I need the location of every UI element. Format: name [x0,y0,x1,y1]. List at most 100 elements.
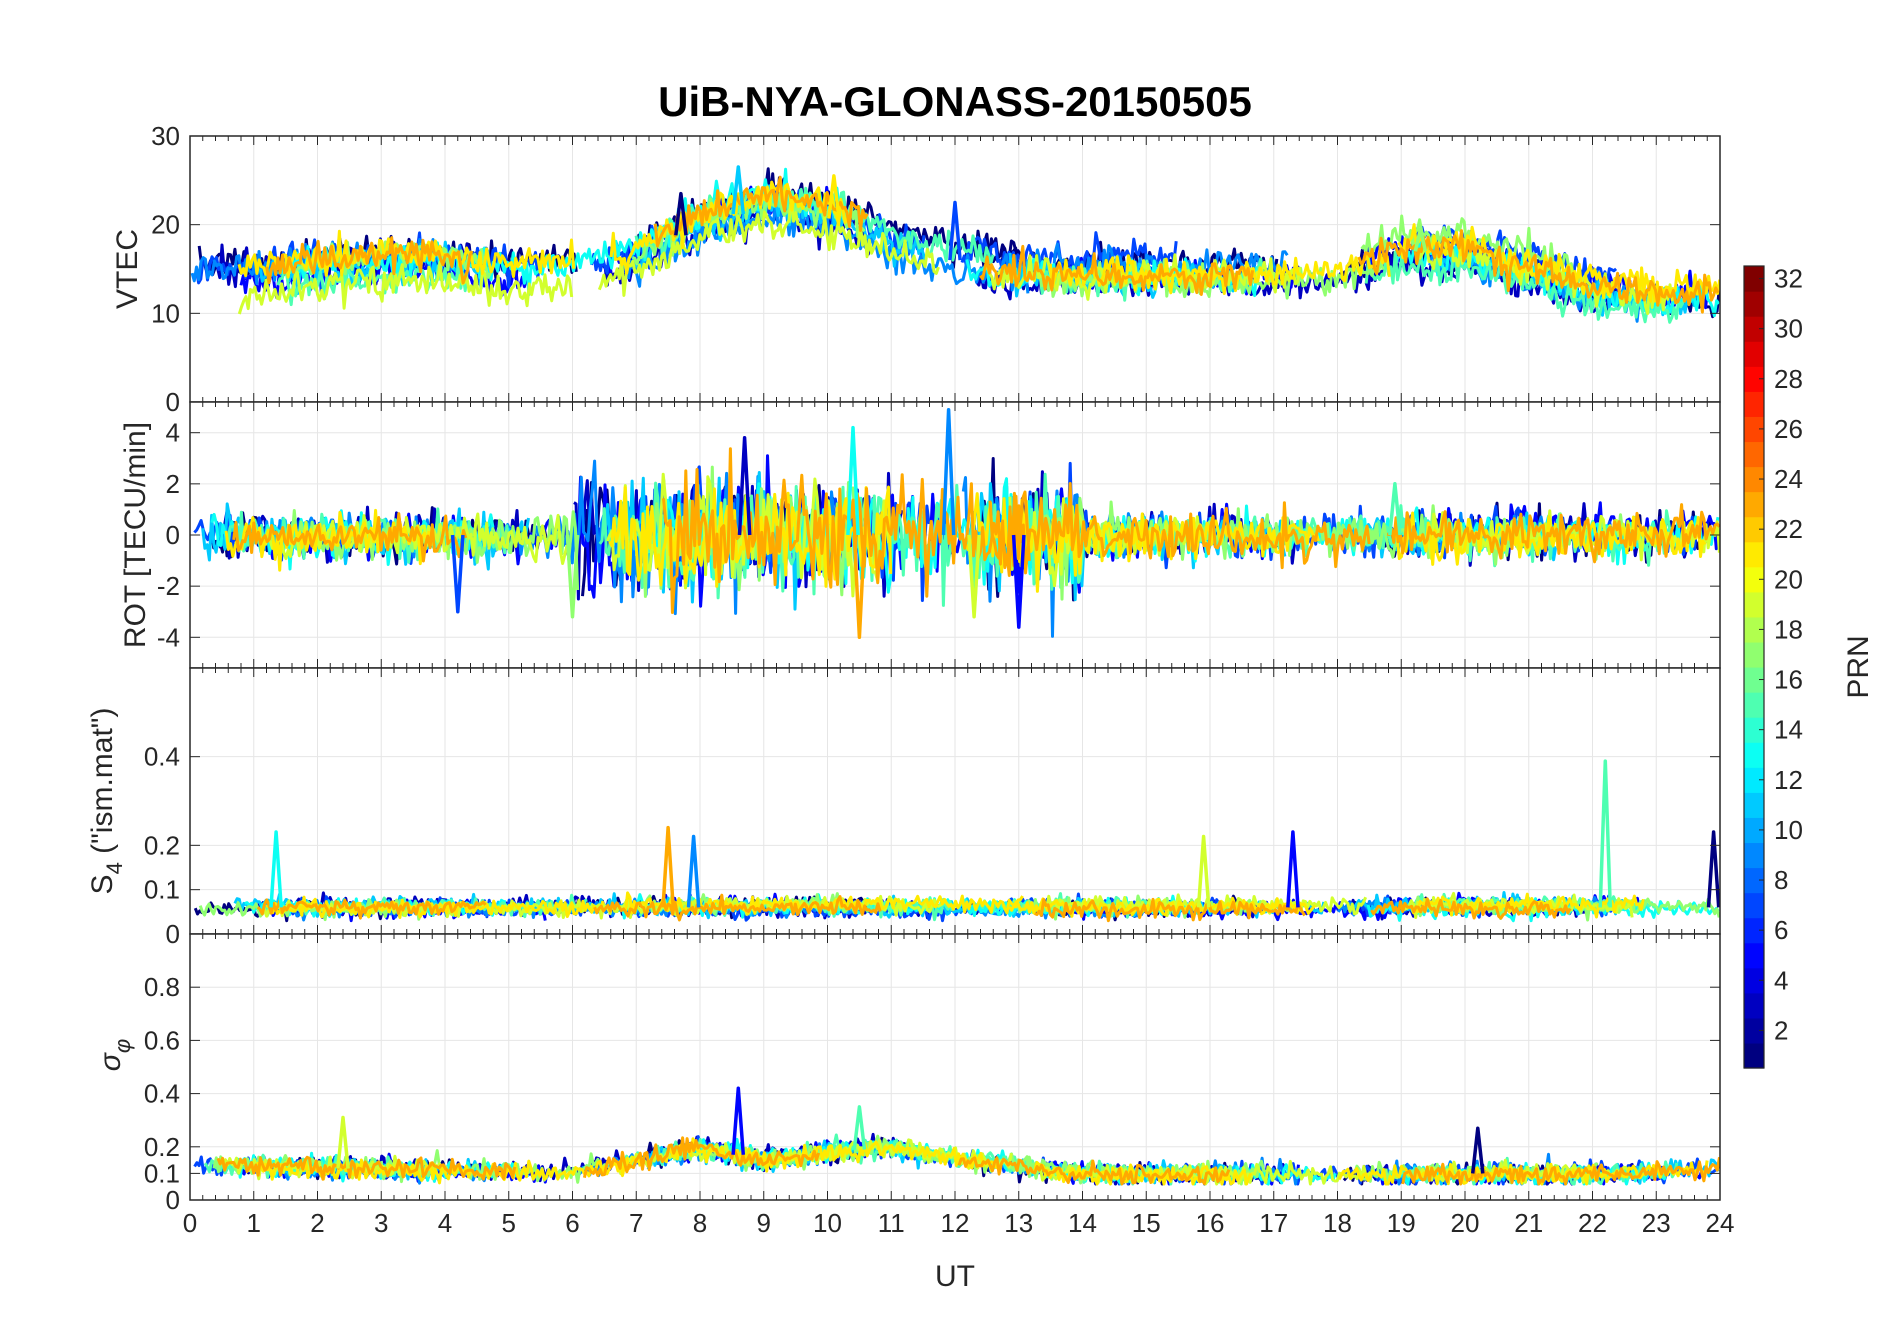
panel-rot-ylabel: ROT [TECU/min] [119,422,152,648]
y-tick-label: 4 [166,418,180,448]
series-line-prn-23 [662,447,1031,614]
colorbar-tick-label: 2 [1774,1015,1788,1045]
colorbar-tick-label: 32 [1774,264,1803,294]
colorbar-tick-label: 20 [1774,564,1803,594]
series-line-prn-23 [265,236,474,285]
y-tick-label: 0 [166,520,180,550]
series-line-prn-23 [1401,1156,1720,1186]
series-line-prn-17 [198,898,425,922]
colorbar-swatch [1744,491,1764,518]
series-line-prn-23 [1357,229,1720,314]
x-axis-label: UT [935,1260,975,1293]
colorbar-label: PRN [1842,635,1875,698]
colorbar-swatch [1744,341,1764,367]
y-tick-label: 0.6 [144,1025,180,1055]
colorbar-swatches [1744,266,1764,1069]
spike-mark [565,534,580,619]
y-tick-label: 0.2 [144,830,180,860]
colorbar-swatch [1744,616,1764,643]
spike-mark [827,174,841,219]
series-line-prn-23 [232,512,468,563]
spike-mark [846,425,860,536]
colorbar-tick-label: 10 [1774,815,1803,845]
y-tick-label: 2 [166,469,180,499]
panel-vtec: 0 10 20 30 VTEC [111,121,1721,417]
panel-s4-ylabel: S4 ("ism.mat") [86,708,127,895]
panel-sigma-ylabel-sub: φ [110,1039,135,1053]
x-tick-label: 23 [1642,1208,1671,1238]
panel-s4-ylabel-sub: 4 [102,862,127,874]
x-tick-label: 18 [1323,1208,1352,1238]
colorbar-swatch [1744,992,1764,1019]
series-line-prn-23 [988,482,1371,575]
y-tick-label: -4 [157,622,180,652]
spike-mark [941,407,956,536]
colorbar-swatch [1744,566,1764,593]
series-line-prn-19 [1037,1159,1372,1186]
panel-vtec-ylabel: VTEC [111,229,144,309]
y-tick-label: 0 [166,919,180,949]
colorbar-swatch [1744,391,1764,417]
colorbar-swatch [1744,942,1764,969]
series-line-prn-21 [962,492,1321,593]
spike-mark [731,1086,746,1155]
spike-mark [948,200,962,261]
series-line-prn-19 [597,196,940,297]
colorbar-swatch [1744,792,1764,818]
spike-mark [686,834,701,908]
spike-mark [1286,830,1300,908]
spike-mark [967,534,981,619]
colorbar-swatch [1744,466,1764,493]
series-line-prn-21 [1008,896,1317,918]
panel-sigma-ylabel-main: σ [94,1051,127,1071]
y-tick-label: -2 [157,571,180,601]
y-tick-label: 10 [151,298,180,328]
colorbar-tick-label: 22 [1774,514,1803,544]
spike-mark [731,165,746,215]
colorbar-swatch [1744,591,1764,618]
spike-mark [852,1105,867,1150]
spike-mark [1413,227,1428,252]
series-line-prn-23 [1034,897,1306,923]
x-tick-label: 8 [693,1208,707,1238]
series-line-prn-9 [627,199,1030,294]
series-line-prn-23 [593,893,882,922]
x-tick-label: 2 [310,1208,324,1238]
series-line-prn-21 [1409,892,1645,919]
spike-mark [852,534,867,640]
series-line-prn-11 [603,471,815,611]
y-tick-label: 0.2 [144,1132,180,1162]
colorbar-swatch [1744,1042,1764,1069]
x-tick-label: 22 [1578,1208,1607,1238]
colorbar-swatch [1744,667,1764,693]
x-tick-label: 3 [374,1208,388,1238]
y-tick-label: 0.4 [144,1079,180,1109]
colorbar-tick-label: 12 [1774,765,1803,795]
x-tick-label: 20 [1451,1208,1480,1238]
series-line-prn-23 [256,898,487,920]
spike-mark [674,191,688,236]
colorbar-swatch [1744,641,1764,668]
colorbar-swatch [1744,541,1764,568]
colorbar-swatch [1744,692,1764,718]
colorbar-tick-label: 4 [1774,965,1788,995]
y-tick-label: 30 [151,121,180,151]
y-tick-label: 0.1 [144,875,180,905]
x-tick-label: 17 [1259,1208,1288,1238]
x-tick-label: 13 [1004,1208,1033,1238]
x-tick-label: 16 [1196,1208,1225,1238]
spike-mark [269,830,283,908]
colorbar-tick-label: 8 [1774,865,1788,895]
colorbar-swatch [1744,892,1764,919]
spike-mark [1598,759,1613,908]
panel-s4-series [193,759,1720,923]
x-tick-label: 6 [565,1208,579,1238]
spike-mark [336,1115,350,1169]
panel-rot-ticks: -4 -2 0 2 4 [157,402,1721,668]
colorbar-tick-label: 24 [1774,464,1803,494]
x-tick-label: 21 [1514,1208,1543,1238]
panel-sigma: 00.10.2 0.4 0.6 0.8 σφ [94,933,1721,1215]
y-tick-label: 0.1 [144,1158,180,1188]
